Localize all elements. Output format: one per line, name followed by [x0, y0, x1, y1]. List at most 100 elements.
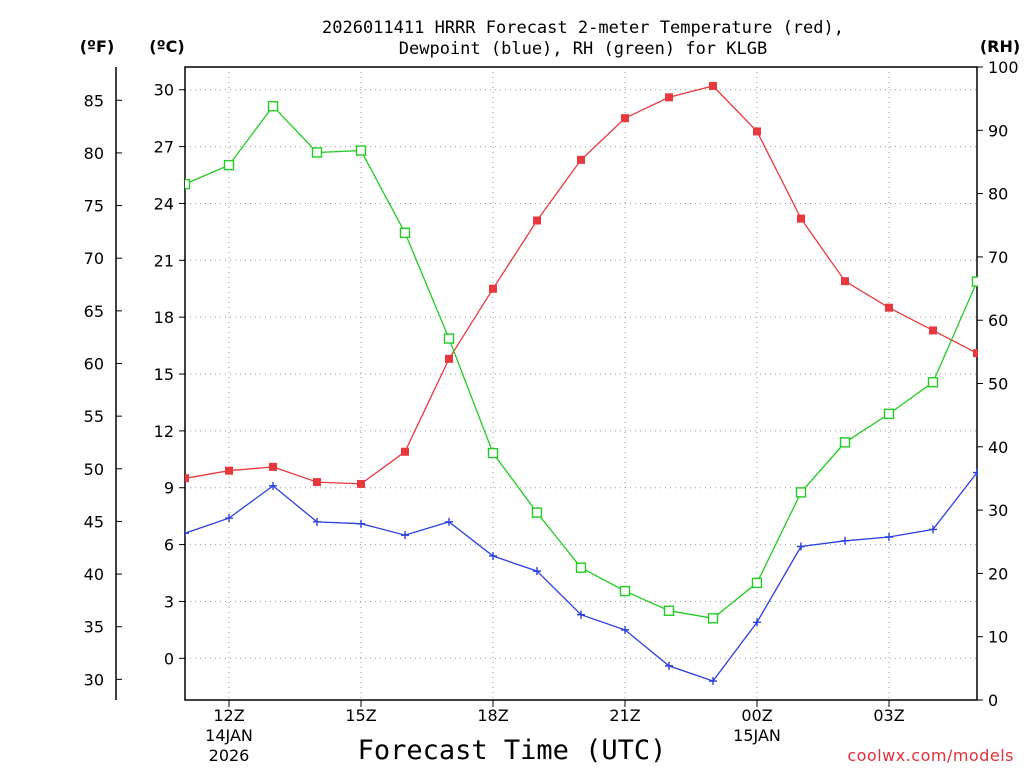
dewpoint-point: [533, 567, 541, 576]
temperature-point: [709, 81, 717, 90]
celsius-unit-label: (ºC): [149, 37, 184, 56]
rh-point: [311, 147, 323, 158]
rh-tick-label: 0: [988, 691, 998, 710]
x-tick-label: 18Z: [477, 706, 508, 725]
temperature-point: [885, 303, 893, 312]
rh-point: [619, 585, 631, 597]
fahrenheit-tick-label: 40: [84, 565, 104, 584]
rh-point: [839, 437, 851, 448]
dewpoint-point: [185, 529, 189, 538]
x-tick-date-label: 15JAN: [733, 726, 781, 745]
rh-point: [575, 562, 587, 573]
temperature-point: [225, 466, 233, 475]
dewpoint-point: [445, 517, 453, 526]
rh-tick-label: 20: [988, 564, 1008, 583]
dewpoint-point: [929, 525, 937, 534]
x-axis-title: Forecast Time (UTC): [358, 735, 667, 766]
temperature-point: [401, 447, 409, 456]
rh-tick-label: 90: [988, 121, 1008, 140]
dewpoint-series: [185, 468, 978, 686]
fahrenheit-tick-label: 35: [84, 618, 104, 637]
celsius-tick-label: 30: [154, 81, 174, 100]
fahrenheit-tick-label: 65: [84, 302, 104, 321]
rh-tick-label: 70: [988, 248, 1008, 267]
temperature-point: [185, 474, 189, 483]
x-tick-label: 15Z: [345, 706, 376, 725]
celsius-tick-label: 24: [154, 194, 174, 213]
dewpoint-point: [973, 468, 978, 477]
temperature-point: [753, 127, 761, 136]
rh-point: [707, 613, 719, 624]
temperature-point: [269, 462, 277, 471]
dewpoint-point: [489, 551, 497, 560]
fahrenheit-tick-label: 45: [84, 512, 104, 531]
temperature-point: [973, 349, 978, 358]
x-tick-year-label: 2026: [209, 746, 250, 765]
rh-point: [355, 145, 367, 156]
temperature-point: [489, 284, 497, 293]
temperature-point: [313, 478, 321, 487]
dewpoint-point: [797, 542, 805, 551]
x-tick-label: 00Z: [741, 706, 772, 725]
data-series: [185, 81, 978, 686]
rh-tick-label: 100: [988, 58, 1019, 77]
credit-text: coolwx.com/models: [847, 746, 1014, 765]
celsius-tick-label: 3: [164, 592, 174, 611]
temperature-point: [665, 93, 673, 102]
temperature-point: [357, 479, 365, 488]
dewpoint-point: [269, 481, 277, 490]
temperature-point: [533, 216, 541, 225]
celsius-tick-label: 27: [154, 138, 174, 157]
rh-tick-label: 50: [988, 375, 1008, 394]
rh-tick-label: 30: [988, 501, 1008, 520]
celsius-tick-label: 6: [164, 536, 174, 555]
dewpoint-point: [357, 519, 365, 528]
fahrenheit-tick-label: 85: [84, 91, 104, 110]
celsius-tick-label: 18: [154, 308, 174, 327]
temperature-point: [621, 114, 629, 123]
dewpoint-point: [885, 533, 893, 542]
fahrenheit-tick-label: 75: [84, 197, 104, 216]
fahrenheit-tick-label: 50: [84, 460, 104, 479]
rh-point: [883, 408, 895, 420]
rh-unit-label: (RH): [980, 37, 1020, 56]
temperature-point: [797, 214, 805, 223]
dewpoint-point: [753, 618, 761, 627]
rh-point: [487, 447, 499, 459]
axes: 30 35 40 45 50 55 60 65 70 75 80 85 0 3 6 9 12 15 18 21 24 27…: [84, 58, 1019, 765]
x-tick-date-label: 14JAN: [205, 726, 253, 745]
rh-tick-label: 10: [988, 628, 1008, 647]
grid-lines: [185, 67, 977, 700]
x-tick-label: 12Z: [213, 706, 244, 725]
celsius-tick-label: 15: [154, 365, 174, 384]
temperature-point: [445, 354, 453, 363]
celsius-tick-label: 0: [164, 649, 174, 668]
fahrenheit-tick-label: 80: [84, 144, 104, 163]
dewpoint-point: [313, 517, 321, 526]
x-tick-label: 03Z: [873, 706, 904, 725]
rh-tick-label: 40: [988, 438, 1008, 457]
dewpoint-point: [621, 625, 629, 634]
rh-point: [443, 333, 455, 344]
temperature-point: [929, 326, 937, 335]
dewpoint-point: [577, 610, 585, 619]
rh-point: [267, 101, 279, 112]
dewpoint-point: [225, 514, 233, 523]
celsius-tick-label: 9: [164, 479, 174, 498]
dewpoint-point: [665, 661, 673, 670]
fahrenheit-tick-label: 30: [84, 670, 104, 689]
rh-tick-label: 60: [988, 311, 1008, 330]
rh-point: [185, 178, 191, 190]
rh-series: [185, 101, 978, 624]
temperature-point: [577, 155, 585, 164]
fahrenheit-unit-label: (ºF): [80, 37, 115, 56]
rh-point: [971, 276, 978, 287]
dewpoint-point: [709, 677, 717, 686]
dewpoint-point: [841, 536, 849, 545]
x-tick-label: 21Z: [609, 706, 640, 725]
dewpoint-point: [401, 531, 409, 540]
rh-point: [399, 227, 411, 239]
rh-point: [663, 605, 675, 616]
